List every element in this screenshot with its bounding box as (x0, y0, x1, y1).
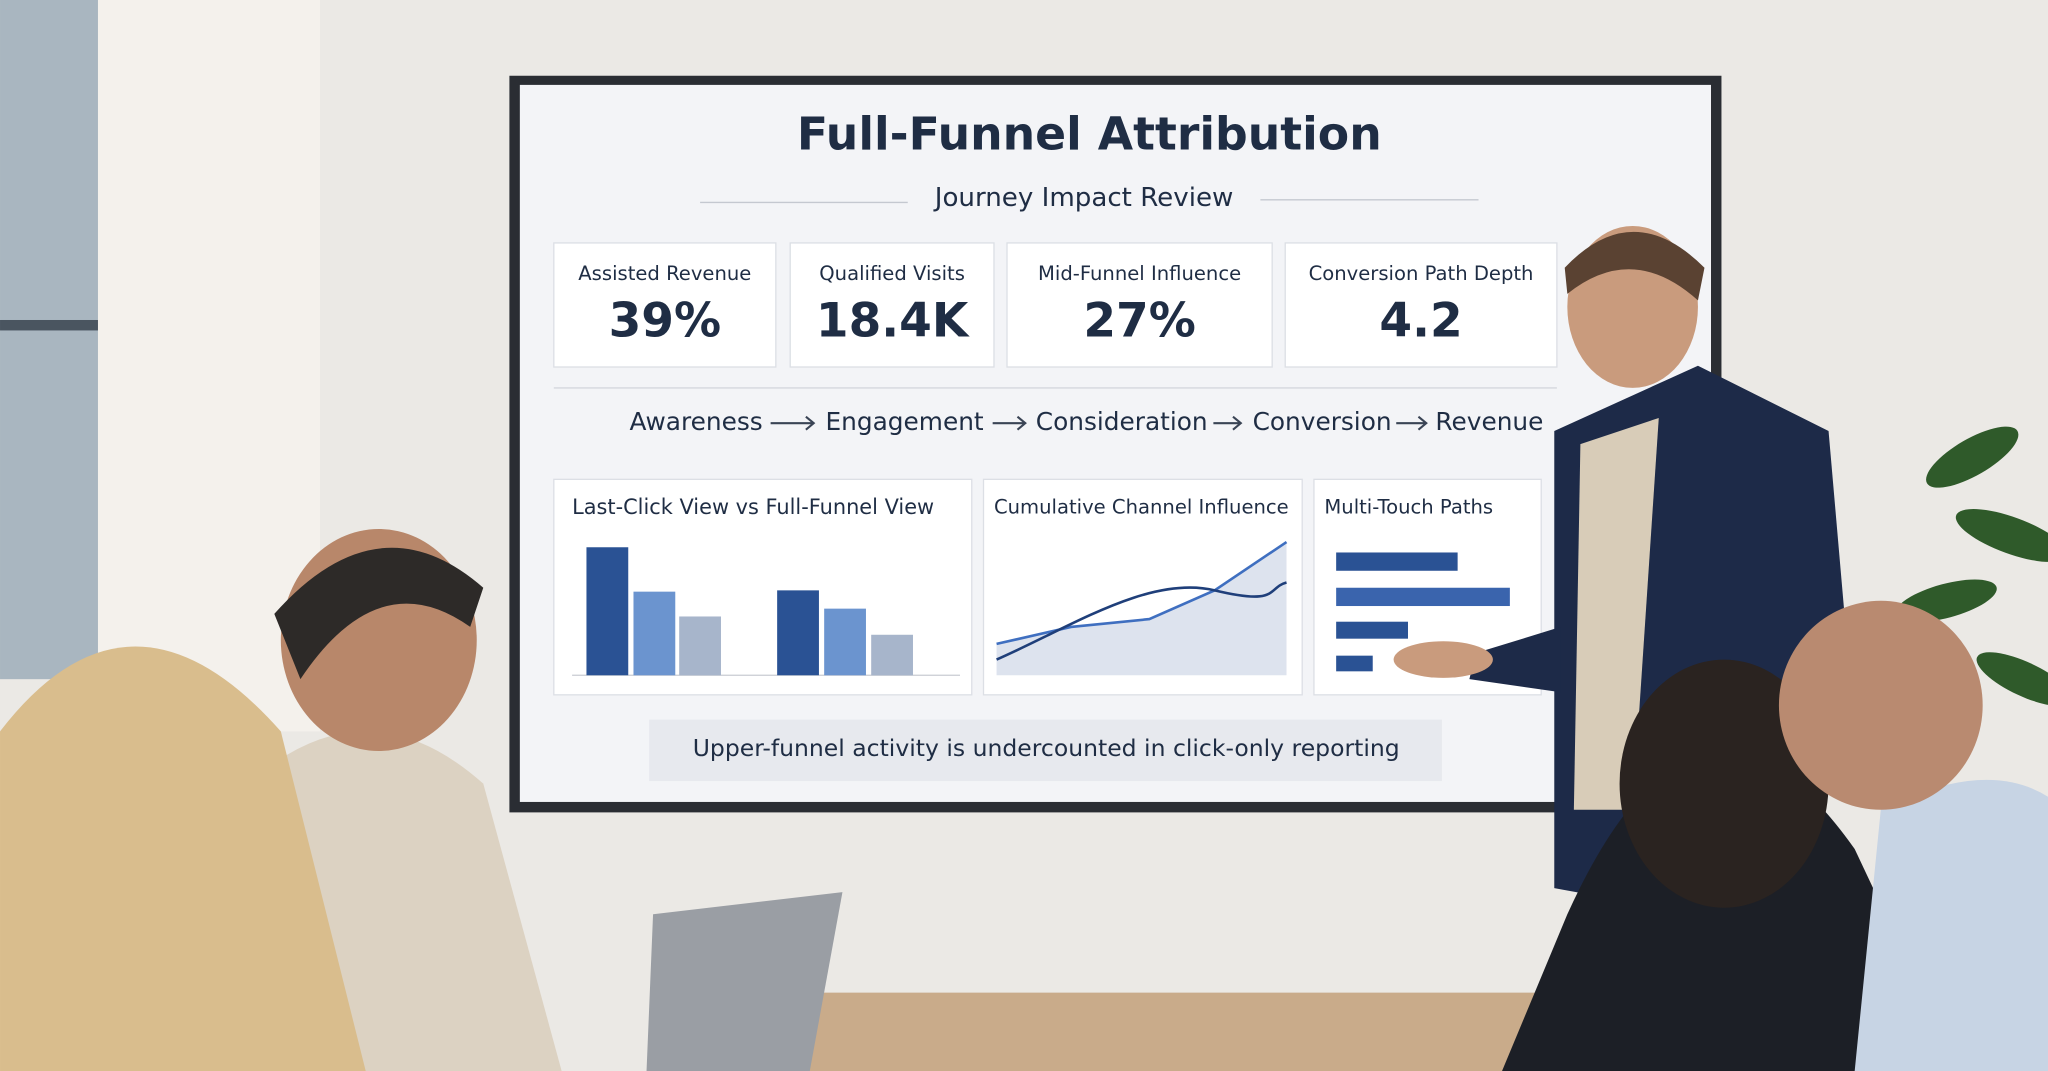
panel-title: Multi-Touch Paths (1324, 496, 1493, 519)
slide-subtitle: Journey Impact Review (933, 183, 1234, 213)
panel-title: Cumulative Channel Influence (994, 496, 1289, 519)
slide-title: Full-Funnel Attribution (797, 108, 1382, 161)
window (0, 0, 98, 680)
kpi-label: Conversion Path Depth (1309, 262, 1534, 285)
funnel-stage: Conversion (1253, 407, 1392, 436)
funnel-stage: Consideration (1036, 407, 1208, 436)
kpi-label: Qualified Visits (819, 262, 965, 285)
slide-note: Upper-funnel activity is undercounted in… (693, 734, 1400, 762)
audience (0, 528, 2048, 1071)
kpi-card (789, 242, 995, 368)
window-frame (0, 319, 98, 331)
kpi-label: Mid-Funnel Influence (1038, 262, 1241, 285)
funnel-arrow (1213, 415, 1243, 431)
kpi-label: Assisted Revenue (578, 262, 751, 285)
kpi-card (553, 242, 777, 368)
funnel-arrow (992, 415, 1027, 431)
kpi-card (1006, 242, 1273, 368)
kpi-value: 39% (609, 293, 721, 348)
funnel-stage: Awareness (630, 407, 763, 436)
funnel-stage: Revenue (1435, 407, 1543, 436)
note-box (649, 719, 1442, 782)
kpi-card (1284, 242, 1558, 368)
kpi-value: 4.2 (1379, 293, 1462, 348)
line-illustration (996, 540, 1288, 676)
kpi-row: Assisted Revenue 39% Qualified Visits 18.4K… (553, 242, 1558, 368)
kpi-value: 18.4K (816, 293, 970, 348)
kpi-value: 27% (1083, 293, 1196, 348)
funnel: Awareness Engagement Consideration Conversi… (630, 407, 1544, 436)
funnel-stage: Engagement (825, 407, 983, 436)
laptop (646, 892, 843, 1071)
funnel-arrow (1396, 415, 1428, 431)
panel-title: Last-Click View vs Full-Funnel View (572, 495, 934, 519)
hbar-illustration (1336, 552, 1510, 672)
bar-illustration (572, 547, 961, 676)
funnel-arrow (770, 415, 816, 431)
